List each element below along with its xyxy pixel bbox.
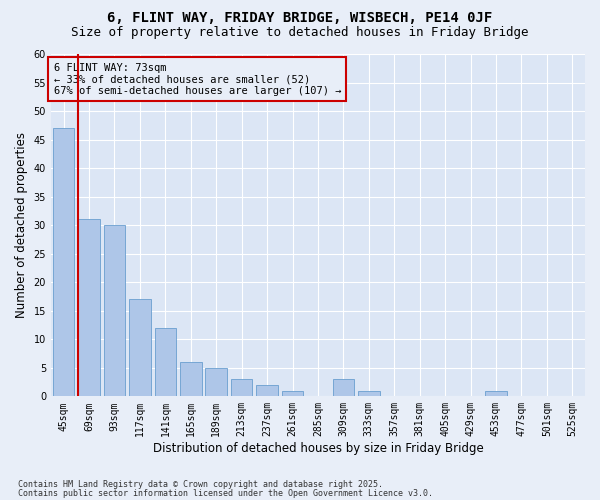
- Text: Contains HM Land Registry data © Crown copyright and database right 2025.: Contains HM Land Registry data © Crown c…: [18, 480, 383, 489]
- Text: Contains public sector information licensed under the Open Government Licence v3: Contains public sector information licen…: [18, 488, 433, 498]
- Bar: [282, 390, 304, 396]
- Bar: [332, 379, 354, 396]
- Text: 6 FLINT WAY: 73sqm
← 33% of detached houses are smaller (52)
67% of semi-detache: 6 FLINT WAY: 73sqm ← 33% of detached hou…: [53, 62, 341, 96]
- Bar: [485, 390, 507, 396]
- Bar: [129, 300, 151, 396]
- Bar: [358, 390, 380, 396]
- Bar: [256, 385, 278, 396]
- X-axis label: Distribution of detached houses by size in Friday Bridge: Distribution of detached houses by size …: [152, 442, 484, 455]
- Bar: [180, 362, 202, 396]
- Bar: [78, 220, 100, 396]
- Y-axis label: Number of detached properties: Number of detached properties: [15, 132, 28, 318]
- Bar: [205, 368, 227, 396]
- Bar: [231, 379, 253, 396]
- Text: 6, FLINT WAY, FRIDAY BRIDGE, WISBECH, PE14 0JF: 6, FLINT WAY, FRIDAY BRIDGE, WISBECH, PE…: [107, 11, 493, 25]
- Text: Size of property relative to detached houses in Friday Bridge: Size of property relative to detached ho…: [71, 26, 529, 39]
- Bar: [53, 128, 74, 396]
- Bar: [155, 328, 176, 396]
- Bar: [104, 225, 125, 396]
